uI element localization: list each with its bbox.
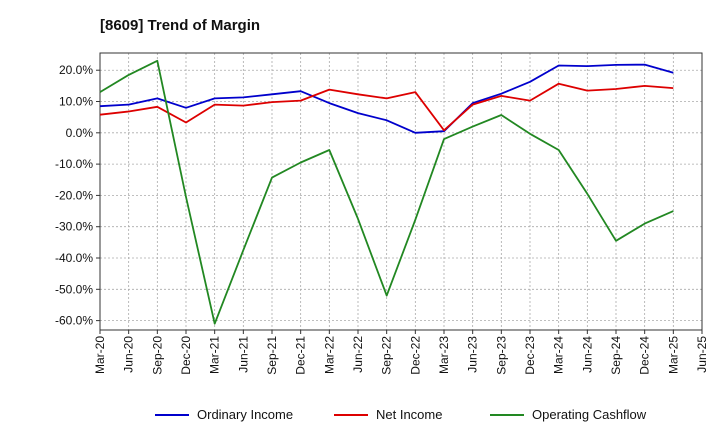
x-tick-label: Jun-21 bbox=[236, 336, 250, 373]
x-tick-label: Sep-24 bbox=[609, 336, 623, 375]
x-tick-label: Jun-23 bbox=[466, 336, 480, 373]
plot-area-border bbox=[99, 52, 703, 331]
x-tick-label: Sep-22 bbox=[380, 336, 394, 375]
x-tick-label: Jun-20 bbox=[122, 336, 136, 373]
x-tick-label: Jun-22 bbox=[351, 336, 365, 373]
series-lines bbox=[99, 59, 674, 325]
y-tick-label: -30.0% bbox=[55, 220, 93, 234]
x-tick-label: Dec-21 bbox=[294, 336, 308, 375]
legend-label-operating-cashflow: Operating Cashflow bbox=[532, 407, 647, 422]
y-tick-label: 10.0% bbox=[59, 95, 93, 109]
y-tick-label: 20.0% bbox=[59, 63, 93, 77]
y-tick-label: -10.0% bbox=[55, 157, 93, 171]
chart-title: [8609] Trend of Margin bbox=[100, 17, 260, 34]
legend: Ordinary Income Net Income Operating Cashf… bbox=[155, 407, 647, 422]
series-line-net-income bbox=[99, 82, 674, 132]
x-tick-label: Dec-20 bbox=[179, 336, 193, 375]
x-tick-label: Sep-23 bbox=[494, 336, 508, 375]
y-tick-label: -20.0% bbox=[55, 188, 93, 202]
x-tick-label: Mar-25 bbox=[666, 336, 680, 374]
x-tick-label: Sep-20 bbox=[150, 336, 164, 375]
y-tick-label: 0.0% bbox=[66, 126, 94, 140]
y-tick-label: -50.0% bbox=[55, 282, 93, 296]
x-tick-label: Mar-21 bbox=[208, 336, 222, 374]
x-tick-label: Jun-25 bbox=[695, 336, 709, 373]
legend-label-ordinary-income: Ordinary Income bbox=[197, 407, 293, 422]
y-tick-label: -60.0% bbox=[55, 314, 93, 328]
series-line-ordinary-income bbox=[99, 63, 674, 134]
x-tick-label: Mar-22 bbox=[322, 336, 336, 374]
x-tick-label: Dec-24 bbox=[638, 336, 652, 375]
x-tick-label: Dec-22 bbox=[408, 336, 422, 375]
y-tick-label: -40.0% bbox=[55, 251, 93, 265]
series-line-operating-cashflow bbox=[99, 59, 674, 325]
x-tick-label: Dec-23 bbox=[523, 336, 537, 375]
x-tick-label: Sep-21 bbox=[265, 336, 279, 375]
axes: 20.0% 10.0% 0.0% -10.0% -20.0% -30.0% -40.0% -5… bbox=[55, 52, 709, 375]
legend-label-net-income: Net Income bbox=[376, 407, 442, 422]
x-tick-label: Jun-24 bbox=[580, 336, 594, 373]
x-tick-label: Mar-20 bbox=[93, 336, 107, 374]
x-tick-label: Mar-23 bbox=[437, 336, 451, 374]
x-tick-label: Mar-24 bbox=[552, 336, 566, 374]
